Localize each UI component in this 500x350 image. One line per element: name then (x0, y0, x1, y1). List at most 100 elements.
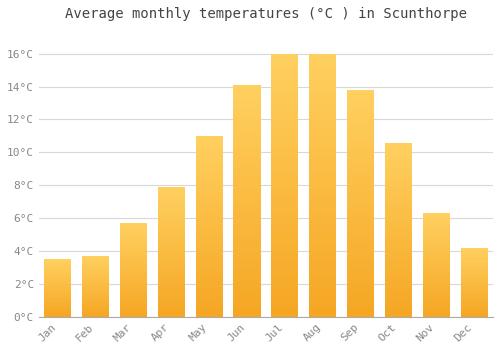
Bar (82, 269, 109, 270)
Bar (422, 213, 450, 215)
Bar (347, 252, 374, 254)
Bar (82, 272, 109, 273)
Bar (196, 312, 223, 315)
Bar (82, 271, 109, 272)
Bar (460, 303, 488, 304)
Bar (120, 225, 147, 226)
Bar (460, 286, 488, 287)
Bar (460, 299, 488, 300)
Bar (158, 247, 185, 248)
Bar (460, 279, 488, 280)
Bar (44, 311, 72, 312)
Bar (158, 234, 185, 236)
Bar (120, 257, 147, 258)
Bar (234, 120, 260, 122)
Bar (234, 265, 260, 267)
Bar (385, 145, 412, 147)
Bar (44, 274, 72, 275)
Bar (271, 77, 298, 80)
Bar (271, 281, 298, 284)
Bar (271, 80, 298, 83)
Bar (120, 226, 147, 228)
Bar (234, 128, 260, 131)
Bar (271, 110, 298, 113)
Bar (422, 248, 450, 250)
Bar (120, 272, 147, 273)
Bar (82, 293, 109, 294)
Bar (422, 298, 450, 299)
Bar (120, 286, 147, 287)
Bar (347, 288, 374, 291)
Bar (234, 236, 260, 239)
Bar (120, 304, 147, 305)
Bar (460, 259, 488, 260)
Bar (347, 226, 374, 229)
Bar (120, 306, 147, 307)
Bar (120, 265, 147, 266)
Bar (44, 313, 72, 314)
Bar (271, 241, 298, 244)
Bar (120, 228, 147, 229)
Bar (234, 91, 260, 94)
Bar (385, 149, 412, 151)
Bar (82, 276, 109, 277)
Bar (309, 156, 336, 159)
Bar (309, 100, 336, 103)
Bar (44, 289, 72, 290)
Bar (44, 278, 72, 279)
Bar (385, 223, 412, 225)
Bar (120, 230, 147, 231)
Bar (82, 265, 109, 266)
Bar (422, 255, 450, 256)
Bar (460, 304, 488, 305)
Bar (347, 147, 374, 149)
Bar (422, 239, 450, 240)
Bar (234, 178, 260, 181)
Bar (196, 143, 223, 145)
Bar (196, 156, 223, 159)
Bar (309, 287, 336, 290)
Bar (158, 239, 185, 240)
Bar (460, 252, 488, 253)
Bar (309, 70, 336, 74)
Bar (309, 162, 336, 166)
Bar (158, 203, 185, 205)
Bar (158, 242, 185, 244)
Bar (120, 259, 147, 260)
Bar (460, 267, 488, 268)
Bar (347, 104, 374, 107)
Bar (460, 272, 488, 273)
Bar (385, 275, 412, 278)
Bar (158, 279, 185, 281)
Bar (82, 263, 109, 264)
Bar (460, 253, 488, 254)
Bar (347, 167, 374, 169)
Bar (347, 152, 374, 155)
Bar (271, 261, 298, 264)
Bar (460, 268, 488, 270)
Bar (44, 262, 72, 263)
Bar (422, 226, 450, 228)
Bar (158, 266, 185, 268)
Bar (158, 189, 185, 190)
Bar (234, 126, 260, 128)
Bar (158, 294, 185, 296)
Bar (196, 145, 223, 147)
Bar (44, 287, 72, 288)
Bar (44, 270, 72, 271)
Bar (82, 310, 109, 311)
Bar (422, 242, 450, 243)
Bar (196, 136, 223, 138)
Bar (460, 260, 488, 261)
Bar (234, 288, 260, 291)
Bar (460, 313, 488, 314)
Bar (82, 295, 109, 296)
Bar (385, 308, 412, 310)
Bar (234, 181, 260, 183)
Bar (158, 281, 185, 283)
Bar (460, 311, 488, 312)
Bar (120, 241, 147, 242)
Bar (44, 301, 72, 302)
Bar (44, 267, 72, 268)
Bar (460, 273, 488, 274)
